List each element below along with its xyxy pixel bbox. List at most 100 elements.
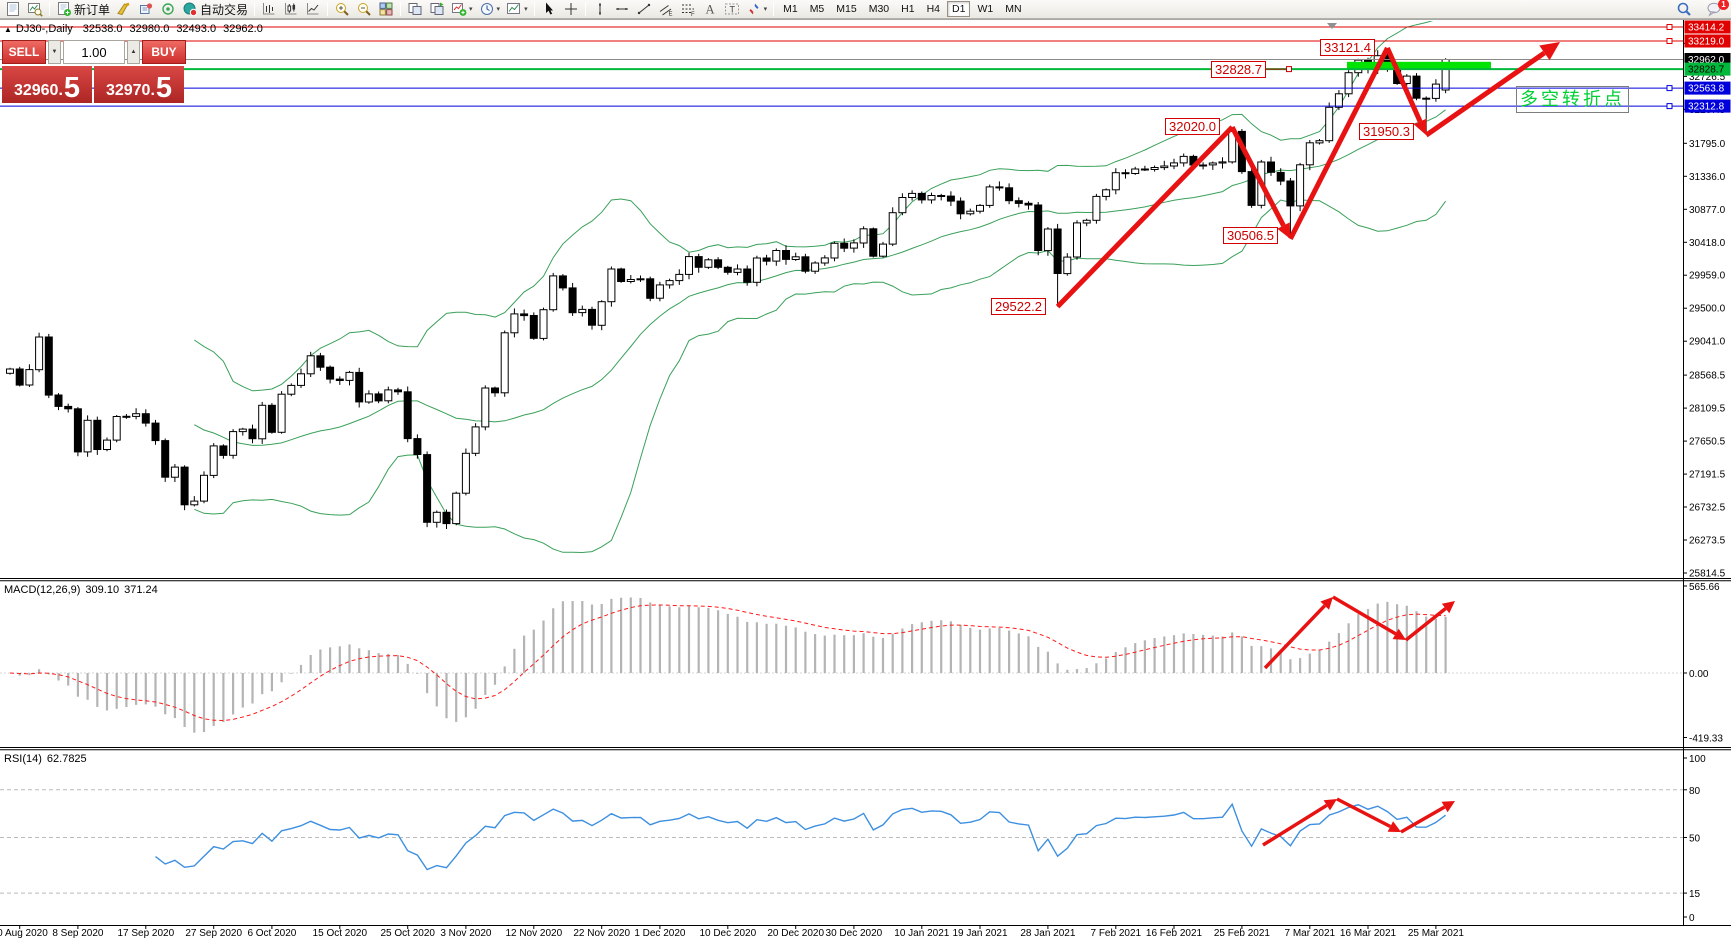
zoom-out-button[interactable] [353, 1, 375, 18]
chart-profiles-button[interactable] [24, 1, 46, 18]
time-axis[interactable]: 30 Aug 2020 8 Sep 2020 17 Sep 2020 27 Sep 2… [0, 925, 1464, 938]
buy-button[interactable]: BUY [142, 40, 186, 64]
svg-text:15: 15 [1689, 889, 1701, 900]
candlestick-mode-button[interactable] [280, 1, 302, 18]
new-order-icon [58, 2, 71, 16]
equidistant-channel-tool-button[interactable]: E [655, 1, 677, 18]
price-axis[interactable]: 33185.532726.532267.531795.031336.030877… [1683, 20, 1731, 925]
buy-price[interactable]: 32970. 5 [94, 66, 184, 103]
bar-chart-mode-button[interactable] [258, 1, 280, 18]
toolbar-right-group: 1 [1673, 0, 1729, 18]
templates-button[interactable]: ▾ [503, 1, 531, 18]
line-chart-mode-button[interactable] [302, 1, 324, 18]
vertical-line-tool-button[interactable] [589, 1, 611, 18]
news-button[interactable] [135, 1, 157, 18]
macd-signal-value: 371.24 [124, 584, 158, 596]
trend-arrows[interactable] [1055, 42, 1560, 847]
timeframe-button-m15[interactable]: M15 [836, 3, 857, 15]
new-chart-button[interactable] [2, 1, 24, 18]
price-annotation[interactable]: 29522.2 [991, 298, 1046, 315]
templates-icon [507, 3, 521, 14]
zoom-in-button[interactable] [331, 1, 353, 18]
channel-icon: E [659, 5, 672, 17]
price-annotation[interactable]: 30506.5 [1223, 227, 1278, 244]
toolbar-button-label: 新订单 [74, 2, 111, 17]
arrows-tool-button[interactable]: ▾ [743, 1, 771, 18]
svg-text:31336.0: 31336.0 [1689, 172, 1726, 183]
svg-text:30418.0: 30418.0 [1689, 238, 1726, 249]
timeframe-button-h1[interactable]: H1 [901, 3, 915, 15]
indicators-button[interactable]: ▾ [448, 1, 476, 18]
sell-button[interactable]: SELL [2, 40, 46, 64]
svg-text:33219.0: 33219.0 [1688, 37, 1725, 48]
text-label-tool-button[interactable]: T [721, 1, 743, 18]
text-icon: A [705, 3, 714, 17]
broom-icon [117, 2, 130, 16]
low-value: 32493.0 [176, 23, 217, 35]
symbol-title: DJ30-,Daily [15, 23, 73, 35]
sell-price[interactable]: 32960. 5 [2, 66, 92, 103]
cursor-tool-button[interactable] [538, 1, 560, 18]
chevron-down-icon: ▾ [496, 6, 501, 13]
notification-badge: 1 [1718, 0, 1729, 10]
tile-windows-button[interactable] [375, 1, 397, 18]
autotrade-icon [183, 2, 198, 17]
balloon-icon [1707, 2, 1721, 17]
timeframe-button-w1[interactable]: W1 [977, 3, 994, 15]
green-highlight-band[interactable] [1347, 61, 1491, 70]
autotrading-button[interactable]: 自动交易 [179, 1, 251, 18]
toolbar-separator [400, 2, 402, 16]
new-order-button[interactable]: 新订单 [53, 1, 113, 18]
sell-price-main: 32960. [13, 82, 63, 99]
timeframe-button-h4[interactable]: H4 [926, 3, 941, 15]
fibonacci-tool-button[interactable]: F [677, 1, 699, 18]
rsi-name: RSI(14) [4, 753, 42, 765]
svg-text:12 Nov 2020: 12 Nov 2020 [505, 928, 562, 938]
timeframe-button-d1[interactable]: D1 [947, 1, 971, 17]
timeframe-button-m1[interactable]: M1 [783, 3, 798, 15]
cascade-windows-button[interactable] [426, 1, 448, 18]
tile-windows-icon [379, 2, 393, 16]
text-tool-button[interactable]: A [699, 1, 721, 18]
notifications-button[interactable]: 1 [1703, 0, 1729, 18]
auto-arrange-button[interactable] [404, 1, 426, 18]
trendline-icon [637, 3, 650, 15]
volume-increase-button[interactable]: ▲ [127, 40, 140, 64]
timeframe-button-m5[interactable]: M5 [809, 3, 825, 15]
svg-text:7 Mar 2021: 7 Mar 2021 [1285, 928, 1336, 938]
svg-text:10 Jan 2021: 10 Jan 2021 [894, 928, 949, 938]
turning-point-annotation[interactable]: 多空转折点 [1516, 86, 1629, 113]
search-button[interactable] [1673, 1, 1695, 18]
toolbar-button-label: 自动交易 [200, 2, 249, 17]
svg-text:6 Oct 2020: 6 Oct 2020 [247, 928, 296, 938]
webinar-button[interactable] [157, 1, 179, 18]
new-chart-icon [7, 2, 19, 16]
toolbar-separator [584, 2, 586, 16]
timeframe-button-m30[interactable]: M30 [868, 3, 890, 15]
trendline-tool-button[interactable] [633, 1, 655, 18]
price-annotation[interactable]: 33121.4 [1320, 39, 1375, 56]
svg-text:28568.5: 28568.5 [1689, 371, 1726, 382]
chart-expand-icon[interactable]: ▲ [4, 24, 12, 34]
crosshair-tool-button[interactable] [560, 1, 582, 18]
price-annotation[interactable]: 32828.7 [1211, 61, 1266, 78]
price-annotation[interactable]: 31950.3 [1359, 123, 1414, 140]
volume-decrease-button[interactable]: ▼ [48, 40, 61, 64]
horizontal-line-tool-button[interactable] [611, 1, 633, 18]
macd-signal-line [9, 604, 1446, 722]
volume-input[interactable] [63, 40, 125, 64]
toolbar-separator [773, 2, 775, 16]
macd-label: MACD(12,26,9) 309.10 371.24 [4, 584, 163, 596]
community-button[interactable] [113, 1, 135, 18]
buy-price-main: 32970. [105, 82, 155, 99]
svg-text:32312.8: 32312.8 [1688, 102, 1725, 113]
svg-text:-419.33: -419.33 [1689, 734, 1723, 745]
chart-shift-marker[interactable] [1327, 23, 1337, 29]
svg-text:25814.5: 25814.5 [1689, 569, 1726, 580]
periods-button[interactable]: ▾ [476, 1, 504, 18]
svg-text:100: 100 [1689, 754, 1706, 765]
timeframe-button-mn[interactable]: MN [1005, 3, 1022, 15]
price-annotation[interactable]: 32020.0 [1165, 118, 1220, 135]
svg-text:28 Jan 2021: 28 Jan 2021 [1020, 928, 1075, 938]
